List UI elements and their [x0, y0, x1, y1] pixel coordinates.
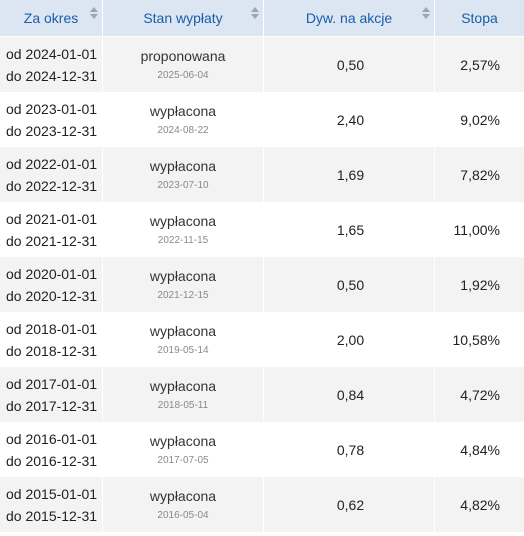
dividend-cell: 0,50: [264, 257, 435, 312]
table-row: od 2020-01-01 do 2020-12-31 wypłacona 2021…: [0, 257, 524, 312]
sort-icon[interactable]: [251, 7, 259, 20]
dividend-cell: 2,00: [264, 312, 435, 367]
column-header-period[interactable]: Za okres: [0, 0, 103, 37]
sort-icon[interactable]: [90, 7, 98, 20]
status-date: 2025-06-04: [157, 70, 209, 81]
period-from: od 2024-01-01: [6, 45, 98, 62]
period-from: od 2021-01-01: [6, 210, 98, 227]
period-from: od 2022-01-01: [6, 155, 98, 172]
period-cell: od 2024-01-01 do 2024-12-31: [0, 37, 103, 92]
status-label: wypłacona: [149, 213, 217, 229]
sort-icon[interactable]: [422, 7, 430, 20]
table-row: od 2024-01-01 do 2024-12-31 proponowana 20…: [0, 37, 524, 92]
period-to: do 2020-12-31: [6, 287, 98, 304]
period-to: do 2015-12-31: [6, 507, 98, 524]
period-from: od 2020-01-01: [6, 265, 98, 282]
period-to: do 2023-12-31: [6, 122, 98, 139]
column-header-status[interactable]: Stan wypłaty: [103, 0, 264, 37]
status-cell: wypłacona 2023-07-10: [103, 147, 264, 202]
period-cell: od 2021-01-01 do 2021-12-31: [0, 202, 103, 257]
status-date: 2024-08-22: [157, 125, 209, 136]
status-date: 2021-12-15: [157, 290, 209, 301]
period-cell: od 2016-01-01 do 2016-12-31: [0, 422, 103, 477]
rate-cell: 1,92%: [435, 257, 524, 312]
status-label: wypłacona: [149, 268, 217, 284]
status-label: wypłacona: [149, 323, 217, 339]
status-label: proponowana: [140, 48, 226, 64]
period-from: od 2023-01-01: [6, 100, 98, 117]
dividend-cell: 1,65: [264, 202, 435, 257]
period-cell: od 2022-01-01 do 2022-12-31: [0, 147, 103, 202]
period-from: od 2015-01-01: [6, 485, 98, 502]
header-row: Za okres Stan wypłaty Dyw. na akcje Stop…: [0, 0, 524, 37]
dividend-cell: 2,40: [264, 92, 435, 147]
table-header: Za okres Stan wypłaty Dyw. na akcje Stop…: [0, 0, 524, 37]
table-row: od 2023-01-01 do 2023-12-31 wypłacona 2024…: [0, 92, 524, 147]
status-label: wypłacona: [149, 488, 217, 504]
status-date: 2019-05-14: [157, 345, 209, 356]
dividend-cell: 0,50: [264, 37, 435, 92]
status-label: wypłacona: [149, 378, 217, 394]
period-cell: od 2020-01-01 do 2020-12-31: [0, 257, 103, 312]
column-header-rate-label: Stopa: [461, 10, 498, 26]
status-cell: wypłacona 2019-05-14: [103, 312, 264, 367]
rate-cell: 4,72%: [435, 367, 524, 422]
rate-cell: 2,57%: [435, 37, 524, 92]
status-date: 2022-11-15: [157, 235, 209, 246]
period-cell: od 2018-01-01 do 2018-12-31: [0, 312, 103, 367]
table-row: od 2016-01-01 do 2016-12-31 wypłacona 2017…: [0, 422, 524, 477]
column-header-dividend-label: Dyw. na akcje: [305, 10, 393, 26]
period-to: do 2016-12-31: [6, 452, 98, 469]
period-to: do 2021-12-31: [6, 232, 98, 249]
rate-cell: 4,82%: [435, 477, 524, 532]
status-cell: wypłacona 2022-11-15: [103, 202, 264, 257]
period-to: do 2022-12-31: [6, 177, 98, 194]
table-row: od 2022-01-01 do 2022-12-31 wypłacona 2023…: [0, 147, 524, 202]
dividend-cell: 0,62: [264, 477, 435, 532]
status-date: 2018-05-11: [157, 400, 209, 411]
rate-cell: 4,84%: [435, 422, 524, 477]
column-header-period-label: Za okres: [23, 10, 79, 26]
column-header-dividend[interactable]: Dyw. na akcje: [264, 0, 435, 37]
status-date: 2023-07-10: [157, 180, 209, 191]
status-cell: wypłacona 2021-12-15: [103, 257, 264, 312]
table-body: od 2024-01-01 do 2024-12-31 proponowana 20…: [0, 37, 524, 532]
status-cell: wypłacona 2017-07-05: [103, 422, 264, 477]
period-cell: od 2023-01-01 do 2023-12-31: [0, 92, 103, 147]
period-from: od 2017-01-01: [6, 375, 98, 392]
dividend-cell: 0,78: [264, 422, 435, 477]
period-cell: od 2015-01-01 do 2015-12-31: [0, 477, 103, 532]
status-label: wypłacona: [149, 103, 217, 119]
column-header-status-label: Stan wypłaty: [143, 10, 223, 26]
status-cell: wypłacona 2024-08-22: [103, 92, 264, 147]
table-row: od 2018-01-01 do 2018-12-31 wypłacona 2019…: [0, 312, 524, 367]
status-label: wypłacona: [149, 158, 217, 174]
rate-cell: 9,02%: [435, 92, 524, 147]
period-to: do 2018-12-31: [6, 342, 98, 359]
status-cell: wypłacona 2016-05-04: [103, 477, 264, 532]
period-from: od 2016-01-01: [6, 430, 98, 447]
period-cell: od 2017-01-01 do 2017-12-31: [0, 367, 103, 422]
table-row: od 2015-01-01 do 2015-12-31 wypłacona 2016…: [0, 477, 524, 532]
status-cell: wypłacona 2018-05-11: [103, 367, 264, 422]
dividend-cell: 0,84: [264, 367, 435, 422]
period-to: do 2017-12-31: [6, 397, 98, 414]
period-to: do 2024-12-31: [6, 67, 98, 84]
dividend-cell: 1,69: [264, 147, 435, 202]
status-cell: proponowana 2025-06-04: [103, 37, 264, 92]
status-date: 2016-05-04: [157, 510, 209, 521]
table-row: od 2021-01-01 do 2021-12-31 wypłacona 2022…: [0, 202, 524, 257]
status-date: 2017-07-05: [157, 455, 209, 466]
status-label: wypłacona: [149, 433, 217, 449]
column-header-rate[interactable]: Stopa: [435, 0, 524, 37]
rate-cell: 11,00%: [435, 202, 524, 257]
rate-cell: 10,58%: [435, 312, 524, 367]
table-row: od 2017-01-01 do 2017-12-31 wypłacona 2018…: [0, 367, 524, 422]
rate-cell: 7,82%: [435, 147, 524, 202]
period-from: od 2018-01-01: [6, 320, 98, 337]
